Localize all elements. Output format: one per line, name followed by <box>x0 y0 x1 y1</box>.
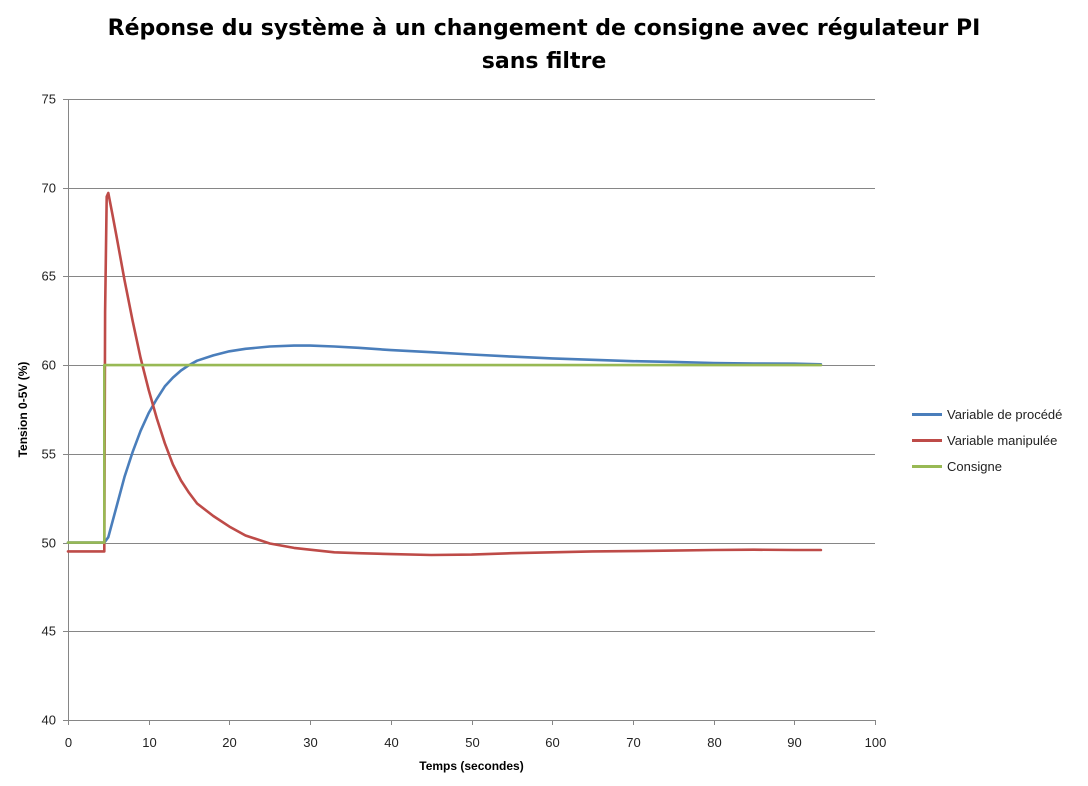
series-line-3 <box>66 363 823 544</box>
y-axis-label: Tension 0-5V (%) <box>16 362 30 458</box>
chart-title-line-2: sans filtre <box>481 49 607 74</box>
y-tick-label: 50 <box>42 536 56 551</box>
y-tick-label: 75 <box>42 92 56 107</box>
legend-swatch <box>912 412 942 416</box>
y-tick-label: 60 <box>42 358 56 373</box>
x-tick-label: 10 <box>142 735 156 750</box>
x-tick-label: 0 <box>65 735 72 750</box>
x-tick-label: 70 <box>626 735 640 750</box>
legend: Variable de procédé Variable manipulée C… <box>912 401 1062 479</box>
legend-item: Consigne <box>912 453 1062 479</box>
y-tick-label: 40 <box>42 713 56 728</box>
x-tick-label: 50 <box>465 735 479 750</box>
x-tick-label: 90 <box>787 735 801 750</box>
y-tick-label: 45 <box>42 624 56 639</box>
x-axis-label: Temps (secondes) <box>419 759 523 773</box>
legend-swatch <box>912 438 942 442</box>
x-tick-label: 80 <box>707 735 721 750</box>
x-tick-labels: 0 10 20 30 40 50 60 70 80 90 100 <box>65 735 886 750</box>
x-tick-label: 100 <box>865 735 887 750</box>
legend-label: Variable manipulée <box>947 432 1058 448</box>
chart-title-line-1: Réponse du système à un changement de co… <box>107 16 981 41</box>
x-tick-label: 20 <box>222 735 236 750</box>
legend-label: Consigne <box>947 458 1002 474</box>
series-line-1 <box>66 344 823 544</box>
x-tick-label: 30 <box>303 735 317 750</box>
legend-label: Variable de procédé <box>947 406 1063 422</box>
legend-item: Variable manipulée <box>912 427 1062 453</box>
y-tick-label: 70 <box>42 181 56 196</box>
y-tick-labels: 40 45 50 55 60 65 70 75 <box>42 92 56 728</box>
series-lines <box>66 191 823 557</box>
legend-item: Variable de procédé <box>912 401 1062 427</box>
chart-title: Réponse du système à un changement de co… <box>0 12 1088 78</box>
y-tick-label: 55 <box>42 447 56 462</box>
x-tick-label: 40 <box>384 735 398 750</box>
legend-swatch <box>912 464 942 468</box>
axes <box>63 99 876 725</box>
x-tick-label: 60 <box>545 735 559 750</box>
y-tick-label: 65 <box>42 269 56 284</box>
series-line-2 <box>66 191 823 557</box>
